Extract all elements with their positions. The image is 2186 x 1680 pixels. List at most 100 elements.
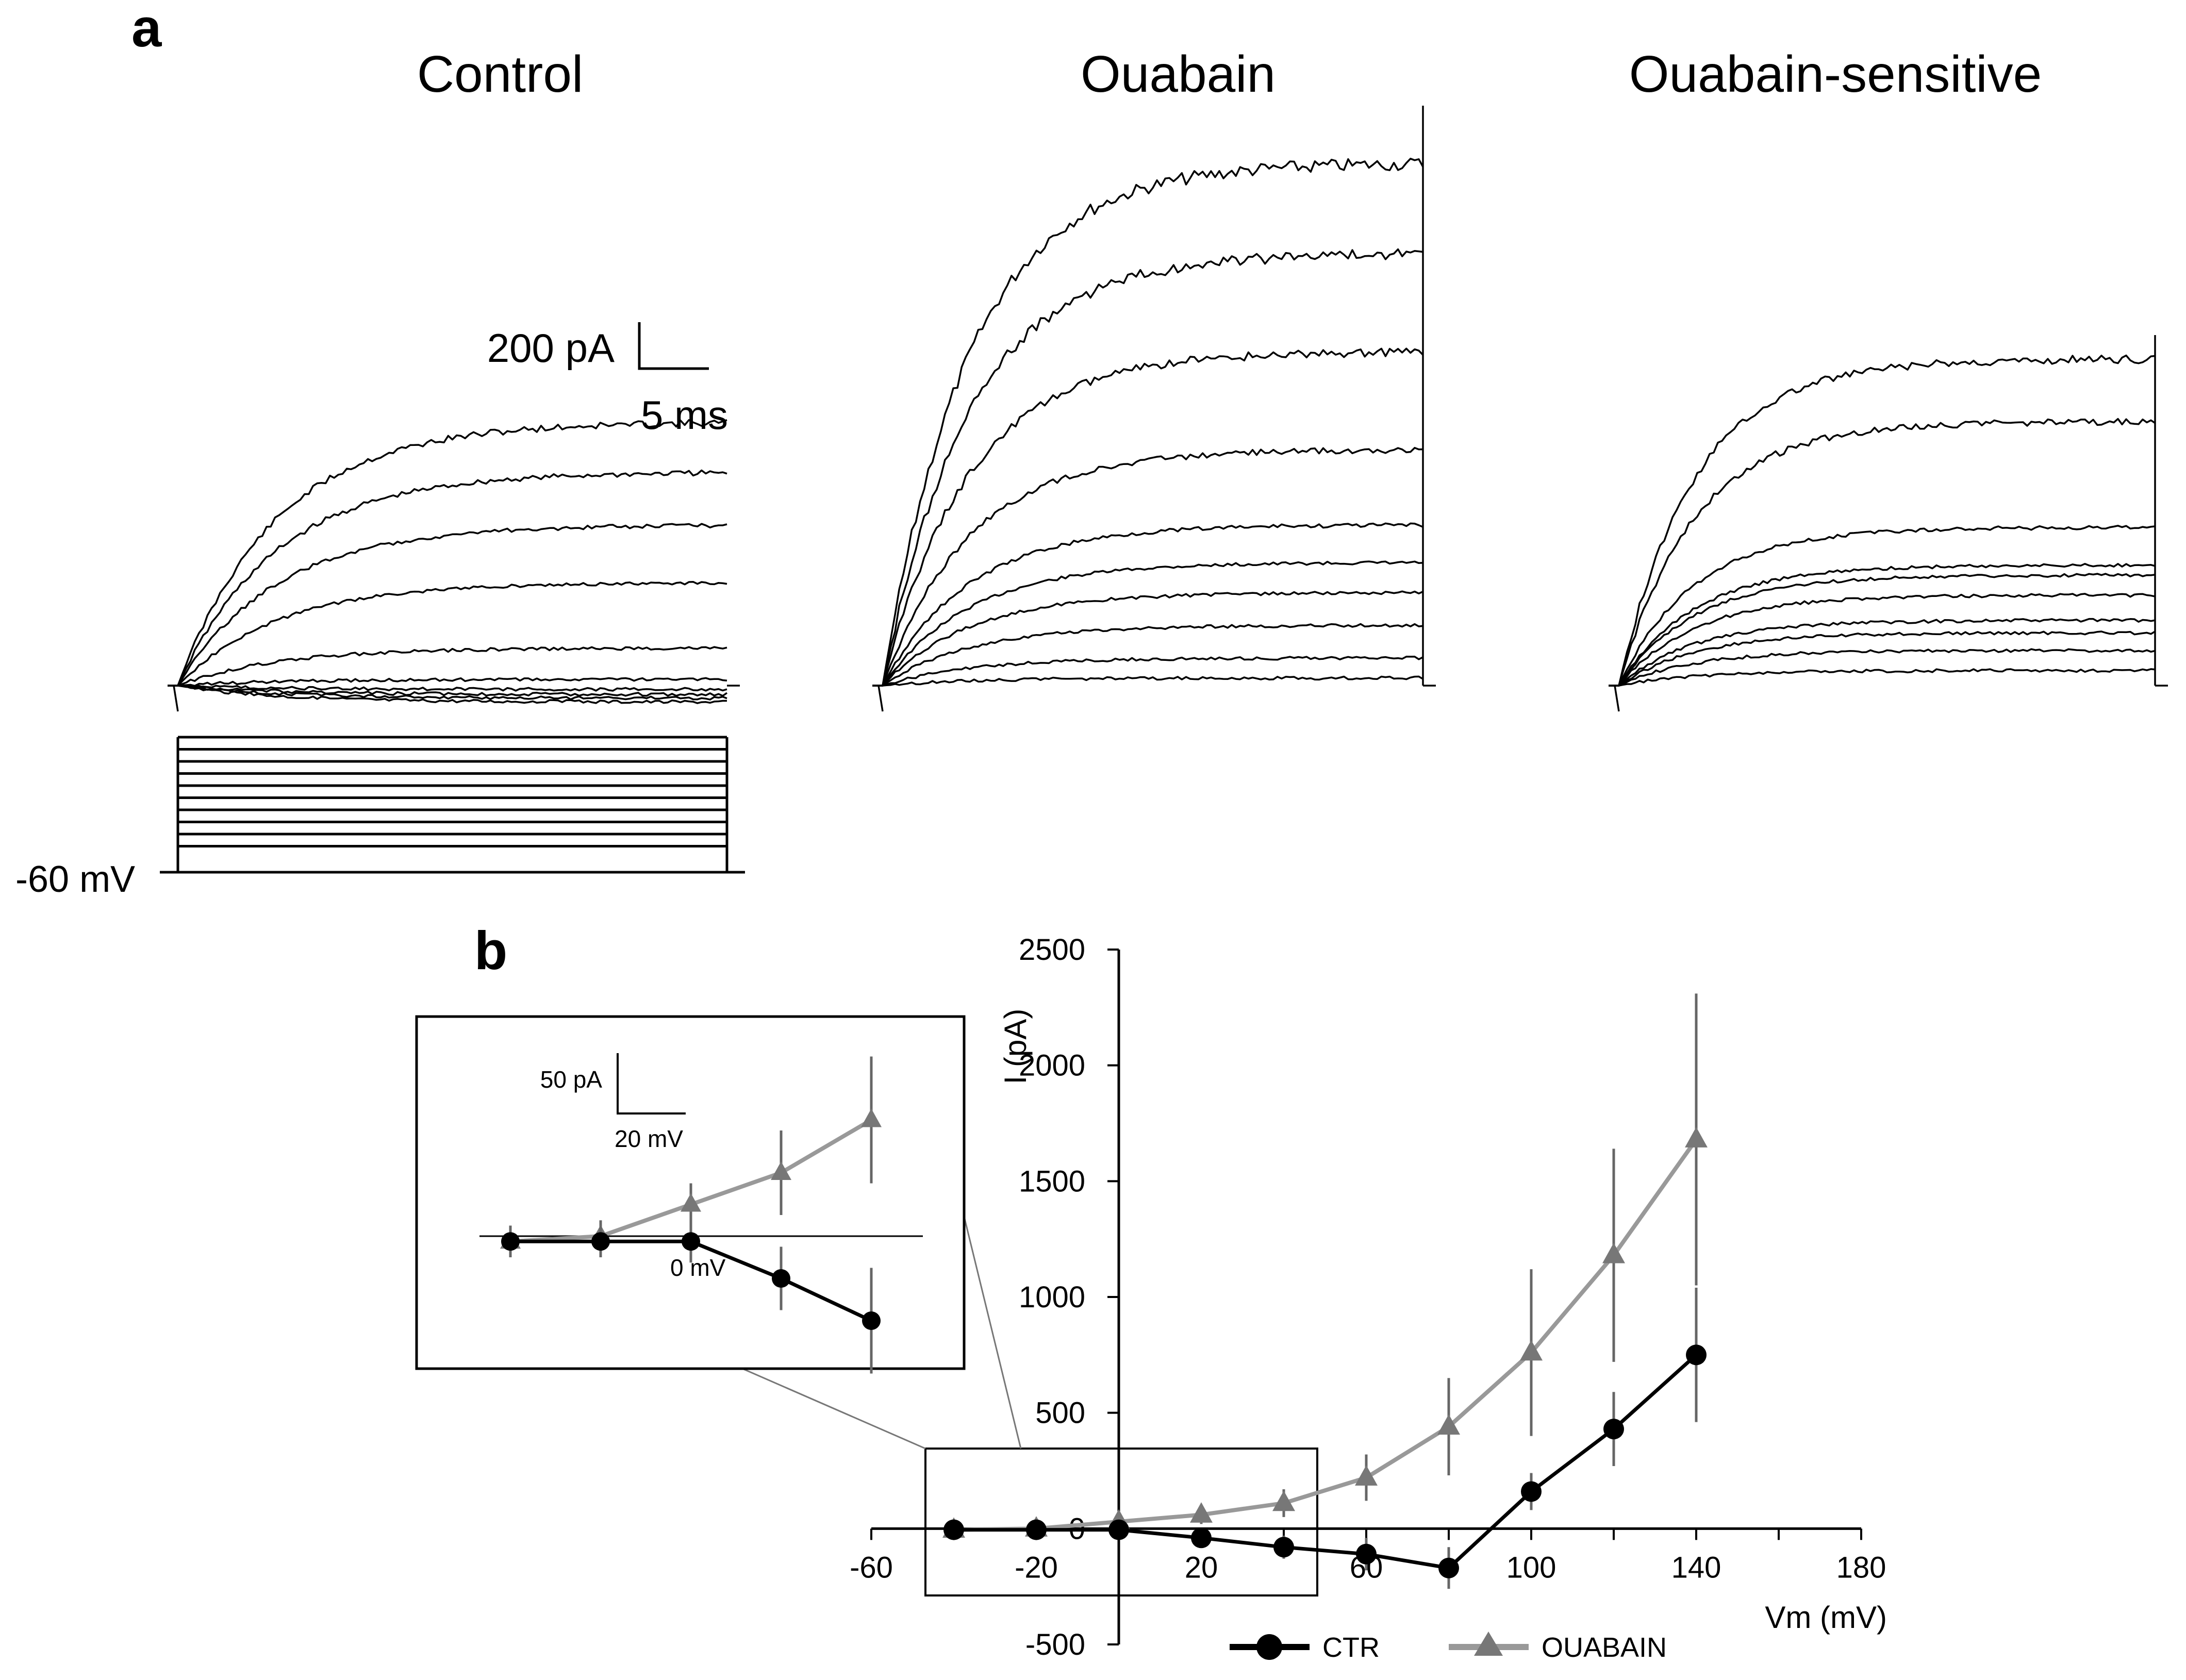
current-trace [872, 158, 1424, 687]
current-trace [1609, 668, 2156, 687]
scale-time-label: 5 ms [641, 392, 728, 438]
voltage-protocol [160, 736, 745, 874]
legend-ouabain-marker [1474, 1632, 1503, 1656]
inset-connector-right [963, 1216, 1022, 1449]
current-trace [168, 580, 727, 687]
current-trace [168, 677, 727, 687]
scale-bar [638, 322, 709, 370]
current-trace [1609, 562, 2156, 687]
legend-ouabain-label: OUABAIN [1542, 1632, 1667, 1663]
current-trace [168, 685, 727, 701]
current-trace [1609, 618, 2156, 687]
inset-series [500, 1056, 882, 1374]
y-tick-label: 1500 [1019, 1165, 1085, 1198]
x-tick-label: -60 [850, 1551, 893, 1584]
current-trace [168, 685, 727, 704]
current-trace [1609, 630, 2156, 687]
y-tick-label: 500 [1035, 1396, 1085, 1430]
zoom-region-box [924, 1448, 1318, 1596]
current-trace [1609, 525, 2156, 687]
current-trace [872, 446, 1423, 687]
ouabain-point [771, 1161, 791, 1180]
iv-tick-labels: -60 -20 20 60 100 140 1802500200015001000500-5… [850, 933, 1886, 1661]
current-trace [872, 656, 1423, 687]
title-control: Control [417, 45, 583, 103]
panel-a-letter: a [131, 0, 162, 58]
inset-scale-voltage: 20 mV [615, 1125, 683, 1152]
inset-connector-left [742, 1368, 926, 1450]
current-trace [1609, 354, 2156, 687]
current-trace [872, 560, 1423, 687]
inset-scale-current: 50 pA [540, 1066, 603, 1093]
ouabain-point [1272, 1490, 1295, 1511]
ouabain-point [1520, 1340, 1543, 1361]
ctr-point [1686, 1344, 1707, 1366]
inset: 50 pA 20 mV 0 mV [415, 1015, 966, 1374]
x-tick-label: 100 [1506, 1551, 1556, 1584]
protocol-left-edge [160, 737, 179, 874]
ctr-point [1356, 1543, 1377, 1565]
ctr-line [954, 1353, 1698, 1570]
current-trace [872, 675, 1423, 687]
current-trace [872, 522, 1423, 687]
ctr-point [591, 1232, 610, 1251]
x-tick-label: 140 [1671, 1551, 1721, 1584]
ctr-point [1603, 1419, 1624, 1440]
title-ouabain-sensitive: Ouabain-sensitive [1629, 45, 2042, 103]
ctr-point [862, 1311, 881, 1330]
ouabain-traces [872, 106, 1436, 712]
legend: CTR OUABAIN [1230, 1632, 1667, 1663]
x-tick-label: -20 [1015, 1551, 1058, 1584]
ctr-point [1273, 1537, 1294, 1558]
y-axis-label: I (pA) [998, 1009, 1033, 1085]
capacitive-artifact [877, 685, 884, 712]
holding-potential-label: -60 mV [15, 859, 135, 900]
y-tick-label: -500 [1025, 1628, 1085, 1661]
inset-zero-label: 0 mV [670, 1254, 726, 1281]
ctr-point [1438, 1557, 1459, 1578]
legend-ctr-marker [1256, 1634, 1282, 1660]
current-trace [168, 469, 727, 687]
current-trace [168, 523, 727, 687]
capacitive-artifact [173, 685, 179, 712]
ouabain-point [861, 1108, 882, 1127]
ctr-point [943, 1519, 964, 1540]
x-tick-label: 180 [1836, 1551, 1886, 1584]
control-traces [168, 419, 740, 712]
y-tick-label: 1000 [1019, 1280, 1085, 1314]
ouabain-sensitive-traces [1609, 335, 2168, 712]
current-trace [1609, 593, 2156, 687]
current-trace [872, 590, 1423, 687]
ctr-point [501, 1232, 520, 1251]
iv-chart: -60 -20 20 60 100 140 1802500200015001000500-5… [850, 933, 1887, 1661]
ouabain-point [1685, 1127, 1708, 1147]
legend-ctr-label: CTR [1322, 1632, 1380, 1663]
ouabain-point [1437, 1414, 1460, 1435]
ctr-point [682, 1232, 700, 1251]
current-trace [1609, 418, 2156, 687]
ctr-point [1026, 1519, 1047, 1540]
current-trace [168, 685, 727, 697]
current-trace [872, 623, 1423, 687]
ctr-point [1108, 1519, 1129, 1540]
y-tick-label: 2500 [1019, 933, 1085, 967]
current-trace [872, 347, 1424, 687]
iv-series [942, 993, 1708, 1589]
ouabain-point [1602, 1242, 1625, 1263]
current-trace [168, 419, 727, 687]
ouabain-point [1355, 1465, 1378, 1486]
y-tick-label: 2000 [1019, 1049, 1085, 1083]
ctr-point [772, 1269, 790, 1288]
ouabain-line [953, 1138, 1698, 1532]
protocol-right-edge [725, 737, 745, 874]
current-trace [168, 646, 727, 687]
ctr-point [1521, 1481, 1542, 1502]
ctr-point [1191, 1527, 1212, 1549]
scale-current-label: 200 pA [487, 325, 615, 371]
ouabain-point [681, 1193, 701, 1212]
x-axis-label: Vm (mV) [1765, 1600, 1887, 1635]
panel-b-letter: b [474, 921, 507, 981]
capacitive-artifact [1614, 685, 1620, 712]
current-trace [1609, 573, 2156, 687]
